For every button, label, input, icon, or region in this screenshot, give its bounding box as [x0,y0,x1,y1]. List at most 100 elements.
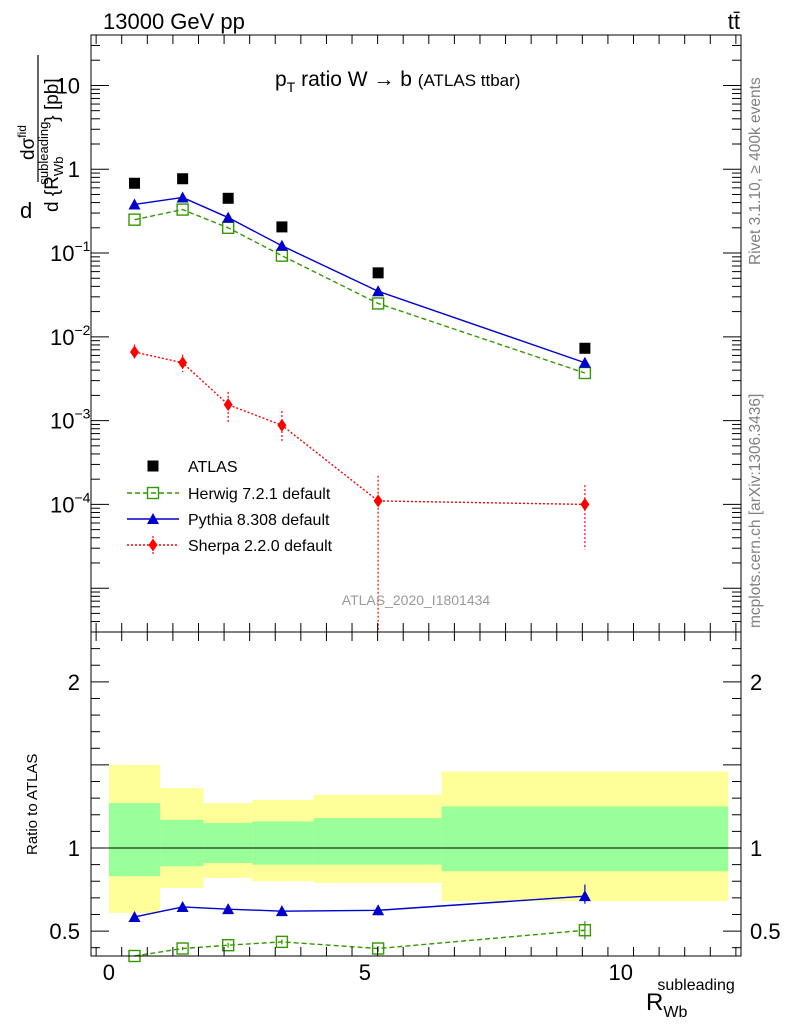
upper-point-herwig-7-2-1-default [275,249,289,262]
upper-point-pythia-8-308-default [222,211,235,223]
legend-marker-herwig-7-2-1-default [146,486,160,500]
lower-point-pythia-8-308-default [176,900,189,912]
upper-point-atlas [222,192,234,204]
upper-ylabel-numerator: dσfid [15,125,39,160]
upper-point-sherpa-2-2-0-default [373,494,383,508]
lower-point-herwig-7-2-1-default [221,939,235,952]
legend-label-sherpa-2-2-0-default: Sherpa 2.2.0 default [188,538,333,555]
plot-title: pT ratio W → b (ATLAS ttbar) [275,68,520,95]
legend-marker-pythia-8-308-default [147,513,159,524]
lower-point-pythia-8-308-default [275,905,288,917]
upper-ylabel-num: dσ [18,137,39,160]
process-label: tt̄ [728,9,740,34]
upper-point-atlas [129,177,141,189]
lower-point-pythia-8-308-default [578,890,591,902]
upper-ylabel-den-sup: subleading [36,122,51,185]
x-tick-label: 10 [608,960,632,985]
green-band [313,818,442,865]
upper-point-pythia-8-308-default [578,356,591,368]
mcplots-reference-label: mcplots.cern.ch [arXiv:1306.3436] [747,394,764,628]
upper-panel: ATLAS_2020_I1801434 ATLAS Herwig 7.2.1 de… [50,34,742,633]
lower-point-pythia-8-308-default [128,910,141,922]
green-band [108,803,161,877]
upper-y-tick-label: 10−4 [50,489,91,517]
lower-point-herwig-7-2-1-default [176,942,189,955]
lower-y-tick-label: 2 [68,670,80,695]
upper-y-tick-label: 1 [68,157,80,182]
upper-markers [128,173,592,511]
upper-y-tick-label: 10−2 [50,322,91,350]
energy-label: 13000 GeV pp [103,9,245,34]
upper-point-atlas [579,342,591,354]
upper-point-pythia-8-308-default [275,239,288,251]
lower-point-herwig-7-2-1-default [371,942,385,955]
lower-series-lines [134,895,585,957]
plot-title-prefix: p [275,68,287,91]
legend-label-atlas: ATLAS [188,459,238,476]
legend-marker-sherpa-2-2-0-default [148,538,158,552]
upper-point-pythia-8-308-default [176,191,189,203]
upper-point-herwig-7-2-1-default [128,213,141,226]
lower-ylabel: Ratio to ATLAS [24,754,41,855]
upper-y-tick-label: 10−3 [50,406,91,434]
lower-y-tick-label: 1 [68,836,80,861]
lower-frame [90,631,742,957]
upper-point-sherpa-2-2-0-default [580,497,590,511]
plot-title-suffix: (ATLAS ttbar) [418,71,521,90]
x-axis-label-main: R [646,989,663,1016]
lower-point-pythia-8-308-default [372,904,385,916]
legend-marker-atlas [147,460,159,472]
upper-y-axis-label: d dσfid d {RWbsubleading} [pb] [15,55,66,223]
lower-axis-ticks: 2 2 1 1 0.5 0.5 0 5 10 [49,632,781,985]
upper-series-lines [134,196,586,506]
upper-ylabel-den-sub: Wb [51,157,66,177]
upper-point-atlas [276,221,288,233]
lower-y-tick-label-right: 2 [750,670,762,695]
lower-line-pythia-8-308-default [134,895,585,918]
legend: ATLAS Herwig 7.2.1 default Pythia 8.308 de… [127,459,333,555]
upper-ylabel-num-sup: fid [15,125,29,138]
lower-point-pythia-8-308-default [222,903,235,915]
upper-point-sherpa-2-2-0-default [277,418,287,432]
upper-y-tick-label: 10 [56,73,80,98]
x-axis-label-sub: Wb [663,1004,687,1021]
upper-point-atlas [177,173,189,185]
upper-ylabel-d: d [20,198,32,223]
x-axis-label: RWb subleading [646,977,735,1021]
upper-line-pythia-8-308-default [134,196,586,364]
green-band [160,819,204,867]
green-band [441,806,729,872]
upper-point-pythia-8-308-default [372,285,385,297]
lower-panel: 2 2 1 1 0.5 0.5 0 5 10 [49,631,781,985]
upper-ylabel-unit: [pb] [42,78,63,115]
upper-point-sherpa-2-2-0-default [178,356,188,370]
upper-point-pythia-8-308-default [128,198,141,210]
watermark: ATLAS_2020_I1801434 [342,592,491,608]
plot-title-main: ratio W → b [295,68,412,91]
green-band [252,821,314,865]
upper-ylabel-den: d {R [42,176,63,212]
plot-title-sub: T [287,79,296,95]
upper-point-sherpa-2-2-0-default [130,345,140,359]
x-tick-label: 0 [103,960,115,985]
legend-label-pythia-8-308-default: Pythia 8.308 default [188,512,330,529]
legend-label-herwig-7-2-1-default: Herwig 7.2.1 default [188,486,331,503]
lower-point-herwig-7-2-1-default [275,935,289,949]
lower-markers [128,890,592,963]
lower-point-herwig-7-2-1-default [578,924,592,937]
upper-point-sherpa-2-2-0-default [223,398,233,412]
upper-y-tick-label: 10−1 [50,238,91,266]
upper-point-herwig-7-2-1-default [176,203,189,216]
green-band [203,823,253,863]
upper-line-herwig-7-2-1-default [134,208,586,374]
upper-point-atlas [372,267,384,279]
upper-ylabel-den-close: } [42,115,63,121]
x-tick-label: 5 [359,960,371,985]
upper-line-sherpa-2-2-0-default [134,351,585,506]
lower-y-tick-label-right: 1 [750,836,762,861]
rivet-version-label: Rivet 3.1.10, ≥ 400k events [747,77,764,265]
lower-y-tick-label: 0.5 [49,919,80,944]
x-axis-label-sup: subleading [657,977,734,994]
upper-point-herwig-7-2-1-default [371,297,385,310]
